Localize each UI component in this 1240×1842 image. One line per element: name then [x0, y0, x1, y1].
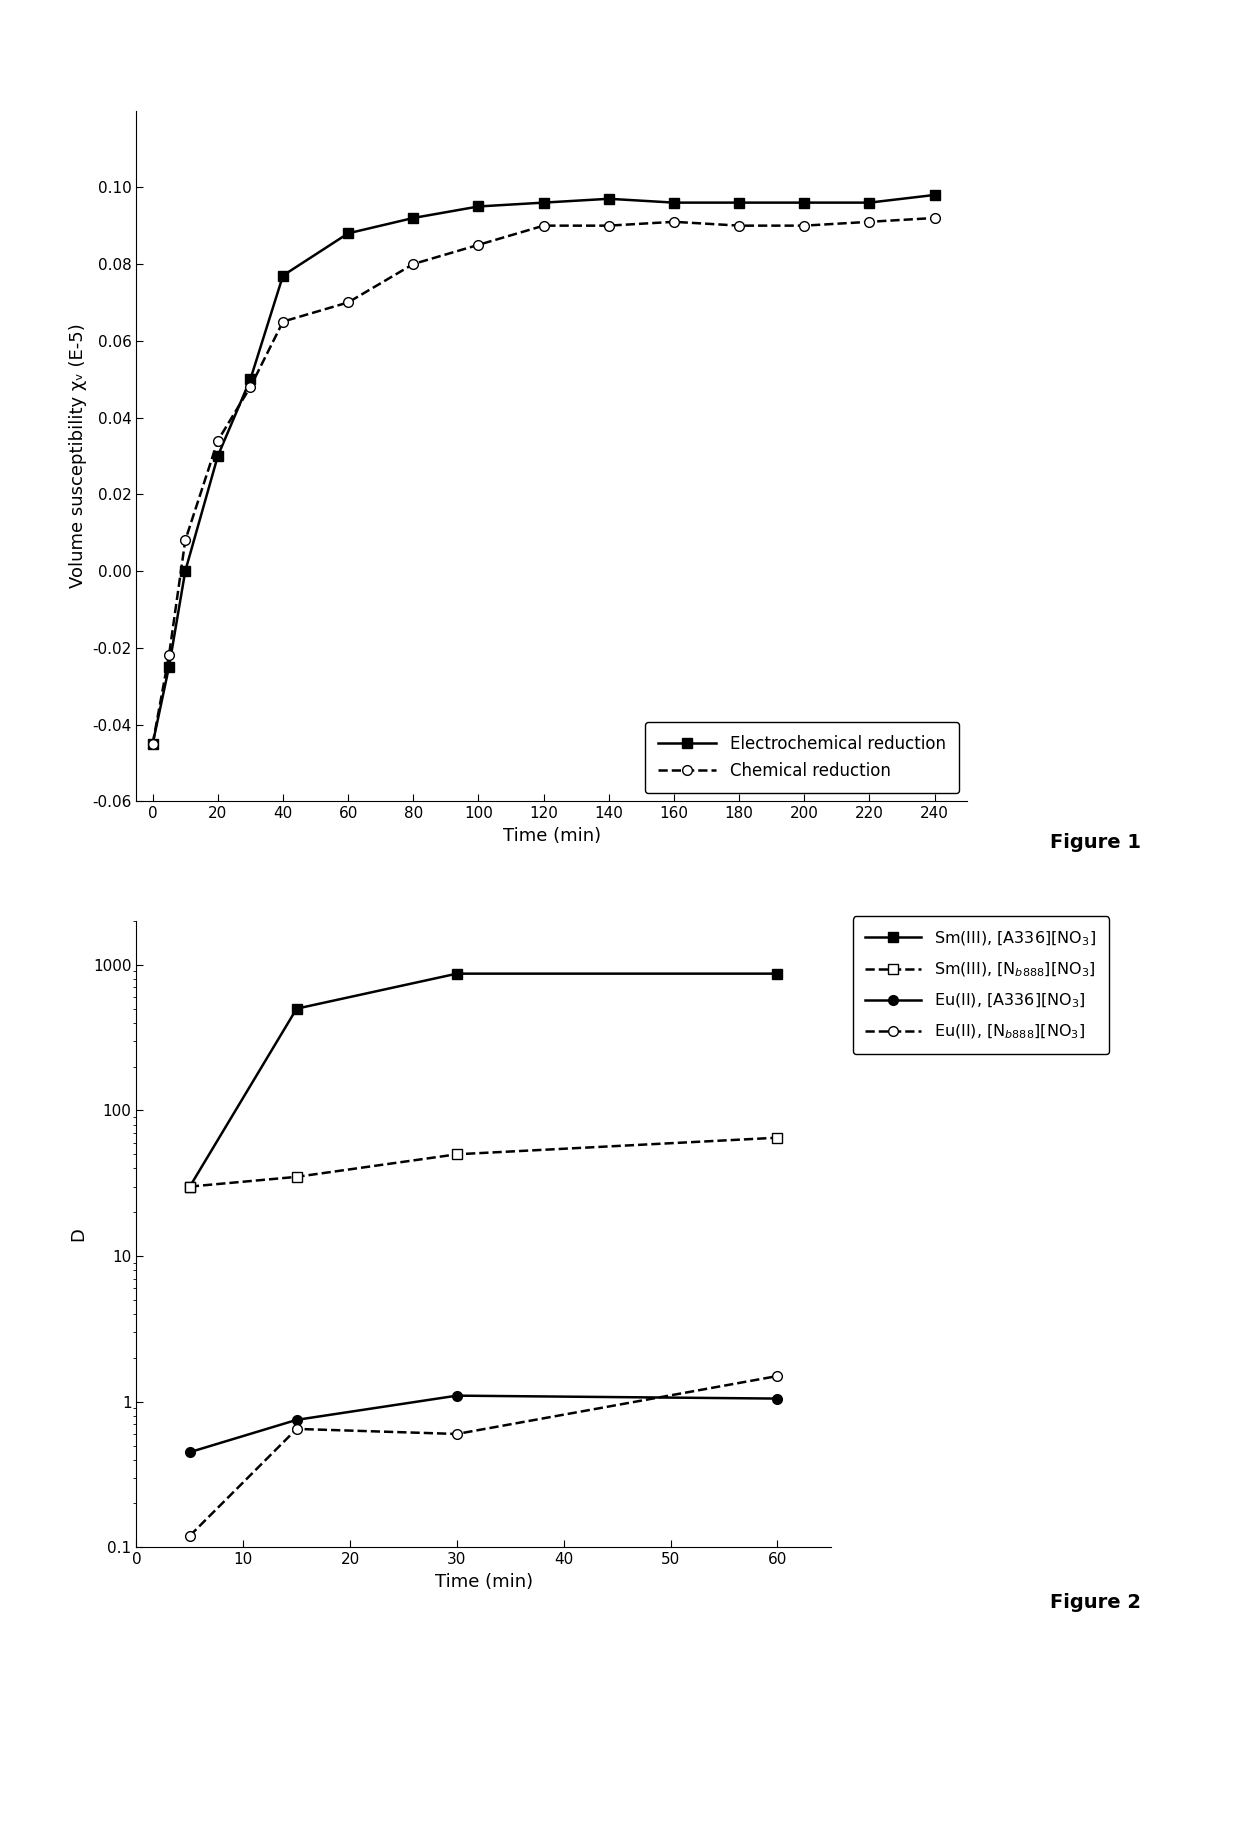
X-axis label: Time (min): Time (min): [434, 1573, 533, 1591]
Legend: Sm(III), [A336][NO$_3$], Sm(III), [N$_{b888}$][NO$_3$], Eu(II), [A336][NO$_3$], : Sm(III), [A336][NO$_3$], Sm(III), [N$_{b…: [853, 917, 1109, 1054]
Chemical reduction: [243, 376, 258, 398]
Legend: Electrochemical reduction, Chemical reduction: Electrochemical reduction, Chemical redu…: [645, 722, 959, 792]
Chemical reduction: [928, 206, 942, 228]
Chemical reduction: [341, 291, 356, 313]
Electrochemical reduction: [275, 265, 290, 287]
Chemical reduction: [177, 529, 192, 551]
Y-axis label: D: D: [69, 1227, 88, 1242]
Chemical reduction: [797, 216, 812, 238]
Chemical reduction: [161, 645, 176, 667]
Electrochemical reduction: [243, 368, 258, 391]
Y-axis label: Volume susceptibility χᵥ (E-5): Volume susceptibility χᵥ (E-5): [68, 324, 87, 588]
Electrochemical reduction: [405, 206, 420, 228]
Electrochemical reduction: [211, 446, 226, 468]
Electrochemical reduction: [928, 184, 942, 206]
Text: Figure 1: Figure 1: [1050, 833, 1141, 851]
Chemical reduction: [732, 216, 746, 238]
Chemical reduction: [536, 216, 551, 238]
Chemical reduction: [471, 234, 486, 256]
Electrochemical reduction: [161, 656, 176, 678]
Electrochemical reduction: [145, 733, 160, 755]
Chemical reduction: [667, 210, 682, 232]
Electrochemical reduction: [601, 188, 616, 210]
Electrochemical reduction: [341, 223, 356, 245]
Chemical reduction: [405, 252, 420, 274]
Electrochemical reduction: [667, 192, 682, 214]
Chemical reduction: [145, 733, 160, 755]
Electrochemical reduction: [471, 195, 486, 217]
Electrochemical reduction: [732, 192, 746, 214]
X-axis label: Time (min): Time (min): [502, 827, 601, 845]
Electrochemical reduction: [177, 560, 192, 582]
Chemical reduction: [601, 216, 616, 238]
Chemical reduction: [275, 311, 290, 333]
Line: Electrochemical reduction: Electrochemical reduction: [148, 190, 940, 748]
Chemical reduction: [862, 210, 877, 232]
Electrochemical reduction: [797, 192, 812, 214]
Line: Chemical reduction: Chemical reduction: [148, 214, 940, 748]
Electrochemical reduction: [536, 192, 551, 214]
Electrochemical reduction: [862, 192, 877, 214]
Chemical reduction: [211, 429, 226, 451]
Text: Figure 2: Figure 2: [1050, 1593, 1141, 1612]
